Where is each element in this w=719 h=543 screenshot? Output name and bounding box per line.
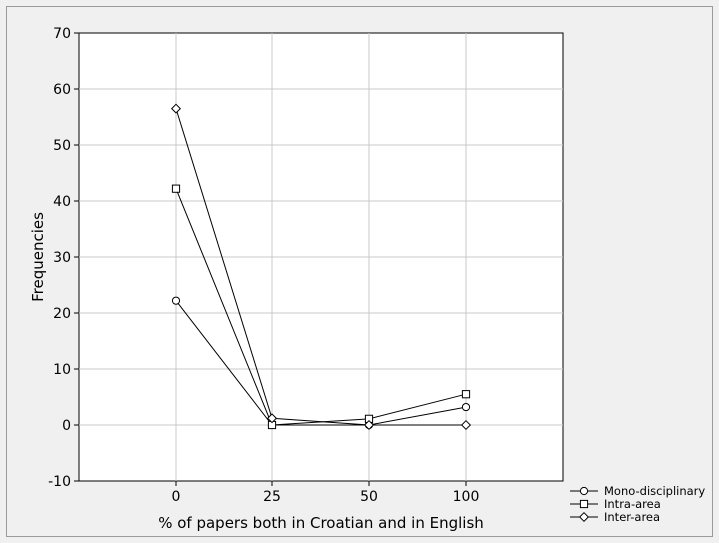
y-tick-label: 0: [62, 418, 71, 434]
data-point: [461, 402, 471, 412]
series: [170, 103, 472, 431]
legend-item: Intra-area: [570, 497, 661, 511]
data-point: [363, 419, 375, 431]
legend-label: Inter-area: [604, 510, 660, 524]
y-tick-label: 10: [53, 362, 71, 378]
y-axis-ticks: -10 0 10 20 30 40 50 60 70: [48, 26, 79, 490]
y-tick-label: 40: [53, 194, 71, 210]
x-axis-ticks: 0 25 50 100: [172, 481, 480, 505]
x-tick-label: 25: [263, 489, 281, 505]
legend-item: Inter-area: [570, 510, 660, 524]
y-tick-label: 60: [53, 82, 71, 98]
series-line: [175, 300, 467, 426]
series-inter-area: [170, 103, 472, 431]
data-point: [170, 103, 182, 114]
y-tick-label: 70: [53, 26, 71, 42]
y-tick-label: 20: [53, 306, 71, 322]
legend-marker: [579, 486, 589, 496]
y-tick-label: 30: [53, 250, 71, 266]
data-point: [171, 296, 181, 305]
series-line: [175, 108, 466, 426]
y-tick-label: -10: [48, 474, 71, 490]
data-point: [460, 419, 472, 431]
legend-marker: [578, 511, 590, 523]
figure-frame: [6, 6, 713, 537]
legend-label: Mono-disciplinary: [604, 484, 705, 498]
legend-item: Mono-disciplinary: [570, 484, 705, 498]
x-axis-label: % of papers both in Croatian and in Engl…: [158, 514, 484, 532]
data-point: [266, 413, 278, 424]
x-tick-label: 50: [360, 489, 378, 505]
legend-marker: [579, 499, 589, 509]
y-axis-label: Frequencies: [29, 212, 47, 302]
x-tick-label: 0: [172, 489, 181, 505]
data-point: [171, 184, 181, 193]
data-point: [461, 390, 471, 399]
x-tick-label: 100: [453, 489, 480, 505]
y-tick-label: 50: [53, 138, 71, 154]
legend-label: Intra-area: [604, 497, 661, 511]
